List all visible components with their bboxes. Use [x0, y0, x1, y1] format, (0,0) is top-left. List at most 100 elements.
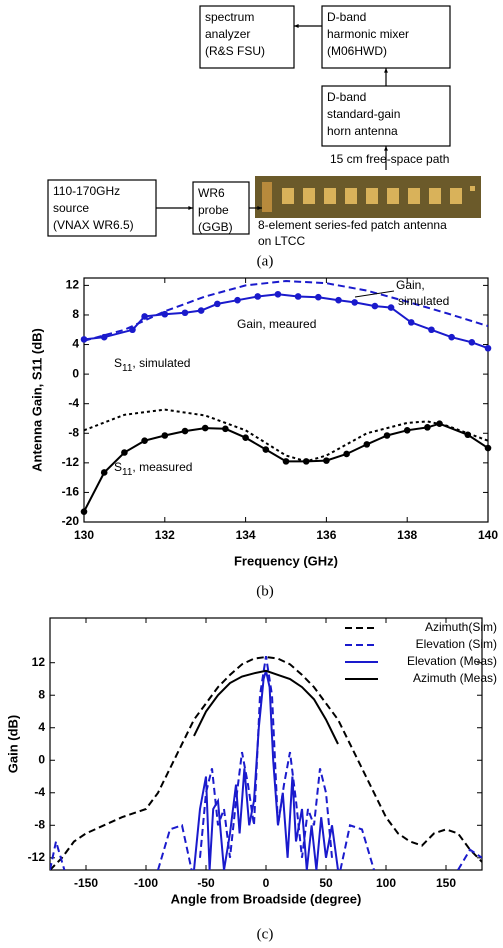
y-axis-label: Gain (dB) — [5, 715, 20, 774]
y-tick-label: -16 — [62, 485, 80, 499]
marker — [274, 290, 282, 298]
box-label: harmonic mixer — [327, 27, 409, 41]
box-label: 110-170GHz — [53, 184, 120, 198]
patch — [345, 188, 357, 204]
box-label: D-band — [327, 10, 366, 24]
x-tick-label: 140 — [478, 528, 498, 542]
marker — [129, 326, 136, 334]
y-tick-label: -12 — [62, 455, 80, 469]
marker — [343, 450, 350, 458]
marker — [323, 457, 330, 464]
patch — [366, 188, 378, 204]
x-axis-label: Frequency (GHz) — [234, 553, 338, 568]
box-label: (VNAX WR6.5) — [53, 218, 134, 232]
series-line — [84, 293, 488, 350]
x-tick-label: 134 — [236, 528, 256, 542]
annotation-sub: 11 — [122, 467, 133, 478]
marker — [464, 431, 472, 439]
x-tick-label: -50 — [197, 876, 215, 890]
annotation: simulated — [398, 294, 449, 308]
y-tick-label: -8 — [34, 817, 45, 831]
series-line — [84, 279, 488, 342]
arrow-head — [384, 68, 388, 73]
marker — [262, 446, 270, 453]
y-tick-label: 8 — [72, 307, 79, 321]
box-label: source — [53, 201, 89, 215]
marker — [371, 302, 379, 310]
marker — [181, 427, 189, 435]
y-tick-label: -4 — [34, 785, 45, 799]
x-tick-label: 150 — [436, 876, 456, 890]
y-tick-label: 12 — [66, 278, 80, 292]
x-tick-label: 138 — [397, 528, 417, 542]
patch — [324, 188, 336, 204]
series-line — [50, 655, 482, 870]
marker — [363, 441, 371, 448]
caption: (c) — [257, 926, 274, 942]
annotation-part: , simulated — [132, 356, 190, 370]
marker — [407, 319, 415, 326]
legend-label: Azimuth (Meas) — [413, 671, 497, 685]
series-line — [193, 669, 339, 745]
diagram-label: 15 cm free-space path — [330, 152, 449, 166]
y-tick-label: 4 — [72, 337, 79, 351]
marker — [468, 339, 476, 346]
marker — [436, 420, 443, 427]
antenna-feed — [262, 182, 272, 212]
series-line — [84, 408, 488, 463]
box-label: probe — [198, 203, 229, 217]
box-label: (R&S FSU) — [205, 44, 265, 58]
caption: (b) — [256, 583, 274, 599]
annotation-part: S — [114, 356, 122, 370]
marker — [254, 293, 262, 300]
marker — [351, 299, 358, 306]
marker — [428, 326, 435, 334]
box-label: horn antenna — [327, 124, 398, 138]
box-label: (M06HWD) — [327, 44, 387, 58]
x-tick-label: -150 — [74, 876, 98, 890]
marker — [80, 508, 88, 515]
marker — [383, 432, 391, 439]
annotation-part: S — [114, 460, 122, 474]
series-line — [193, 670, 339, 870]
box-label: standard-gain — [327, 107, 400, 121]
annotation: Gain, meaured — [237, 317, 316, 331]
y-tick-label: -8 — [68, 425, 79, 439]
y-axis-label: Antenna Gain, S11 (dB) — [29, 328, 44, 472]
arrow-head — [384, 146, 388, 151]
x-tick-label: -100 — [134, 876, 158, 890]
marker — [141, 437, 148, 444]
annotation-part: , measured — [132, 460, 192, 474]
marker — [121, 449, 128, 456]
x-tick-label: 0 — [263, 876, 270, 890]
marker — [448, 333, 455, 341]
marker — [141, 313, 148, 320]
marker — [315, 293, 322, 301]
arrow-head — [294, 24, 299, 28]
patch — [470, 186, 475, 191]
patch — [282, 188, 294, 204]
legend-label: Elevation (Meas) — [407, 654, 497, 668]
box-label: spectrum — [205, 10, 254, 24]
legend-label: Elevation (Sim) — [416, 637, 497, 651]
marker — [484, 344, 492, 352]
x-tick-label: 100 — [376, 876, 396, 890]
marker — [387, 304, 395, 311]
marker — [234, 296, 241, 304]
box-label: WR6 — [198, 186, 225, 200]
annotation: Gain, — [396, 278, 425, 292]
patch — [303, 188, 315, 204]
plot-frame — [83, 277, 489, 523]
x-tick-label: 132 — [155, 528, 175, 542]
marker — [100, 469, 108, 476]
diagram-label: on LTCC — [258, 234, 305, 248]
annotation: S11, simulated — [114, 356, 190, 373]
marker — [403, 427, 411, 434]
marker — [197, 307, 205, 314]
annotation-sub: 11 — [122, 363, 133, 374]
marker — [335, 296, 342, 304]
marker — [242, 434, 249, 442]
leader — [354, 290, 395, 298]
series-line — [50, 656, 482, 870]
